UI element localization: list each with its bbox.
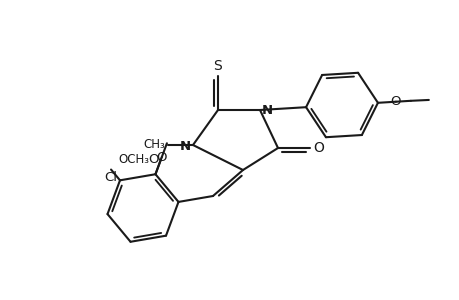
Text: N: N bbox=[179, 140, 190, 152]
Text: S: S bbox=[213, 59, 222, 73]
Text: CH₃: CH₃ bbox=[143, 139, 165, 152]
Text: OCH₃: OCH₃ bbox=[118, 153, 149, 166]
Text: O: O bbox=[390, 95, 400, 108]
Text: Cl: Cl bbox=[104, 170, 118, 184]
Text: N: N bbox=[262, 104, 273, 118]
Text: O: O bbox=[156, 151, 167, 164]
Text: O: O bbox=[312, 141, 323, 155]
Text: O: O bbox=[148, 153, 159, 166]
